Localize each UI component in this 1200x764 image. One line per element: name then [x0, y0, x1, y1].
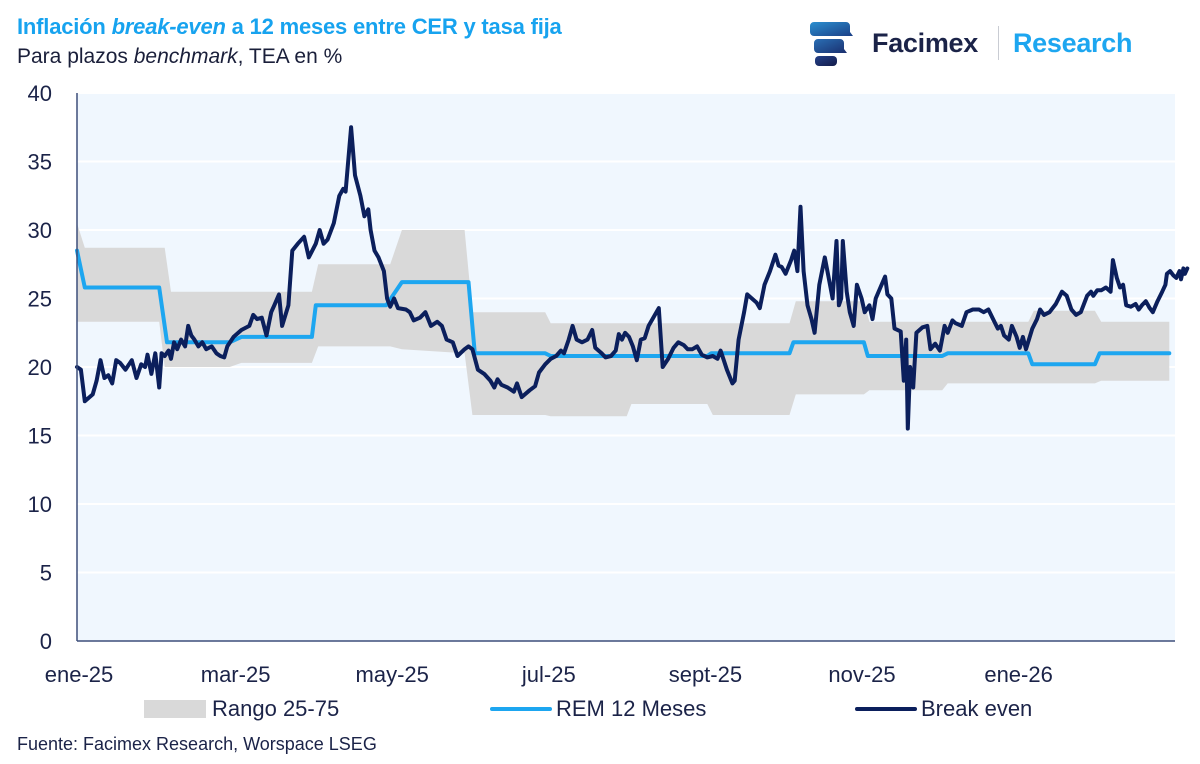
x-tick-label: jul-25: [521, 662, 576, 687]
subtitle-text-end: , TEA en %: [237, 45, 343, 68]
x-tick-label: sept-25: [669, 662, 742, 687]
band-range-25-75: [77, 223, 1170, 417]
subtitle-text-start: Para plazos: [17, 45, 134, 68]
y-tick-label: 35: [28, 150, 52, 175]
y-tick-label: 25: [28, 287, 52, 312]
title-text-end: a 12 meses entre CER y tasa fija: [225, 14, 562, 39]
legend-item-rem: REM 12 Meses: [490, 696, 706, 722]
chart-title: Inflación break-even a 12 meses entre CE…: [17, 14, 562, 40]
legend-label-rem: REM 12 Meses: [556, 696, 707, 721]
y-tick-label: 5: [40, 561, 52, 586]
logo-divider: [997, 26, 999, 60]
legend-swatch-band: [144, 700, 206, 718]
legend: Rango 25-75 REM 12 Meses Break even: [0, 696, 1200, 726]
x-tick-label: mar-25: [201, 662, 271, 687]
logo-name: Facimex: [872, 27, 978, 58]
chart-subtitle: Para plazos benchmark, TEA en %: [17, 45, 342, 69]
y-tick-label: 20: [28, 355, 52, 380]
legend-swatch-break-even-line: [855, 707, 917, 711]
facimex-logo-icon: [810, 22, 853, 66]
legend-item-range: Rango 25-75: [144, 696, 339, 722]
title-text-start: Inflación: [17, 14, 112, 39]
y-tick-label: 40: [28, 81, 52, 106]
y-tick-label: 15: [28, 424, 52, 449]
subtitle-text-italic: benchmark: [133, 45, 238, 68]
y-tick-labels: 0 5 10 15 20 25 30 35 40: [28, 81, 52, 654]
source-note: Fuente: Facimex Research, Worspace LSEG: [17, 734, 377, 754]
brand-logo: Facimex Research: [808, 12, 1132, 74]
x-tick-label: nov-25: [828, 662, 895, 687]
axes: [76, 93, 1175, 642]
line-break-even: [75, 125, 1190, 431]
legend-label-range: Rango 25-75: [212, 696, 340, 721]
legend-item-break-even: Break even: [855, 696, 1032, 722]
y-tick-label: 30: [28, 218, 52, 243]
x-tick-label: ene-25: [45, 662, 114, 687]
x-tick-label: ene-26: [984, 662, 1053, 687]
x-tick-label: may-25: [356, 662, 429, 687]
logo-division: Research: [1012, 27, 1133, 58]
y-tick-label: 10: [28, 492, 52, 517]
y-tick-label: 0: [40, 629, 52, 654]
legend-label-break-even: Break even: [921, 696, 1033, 721]
band-layer: [77, 223, 1170, 417]
x-tick-labels: ene-25 mar-25 may-25 jul-25 sept-25 nov-25 ene…: [45, 662, 1053, 687]
title-text-italic: break-even: [111, 14, 226, 39]
lines-layer: [75, 125, 1190, 431]
legend-swatch-rem-line: [490, 707, 552, 711]
